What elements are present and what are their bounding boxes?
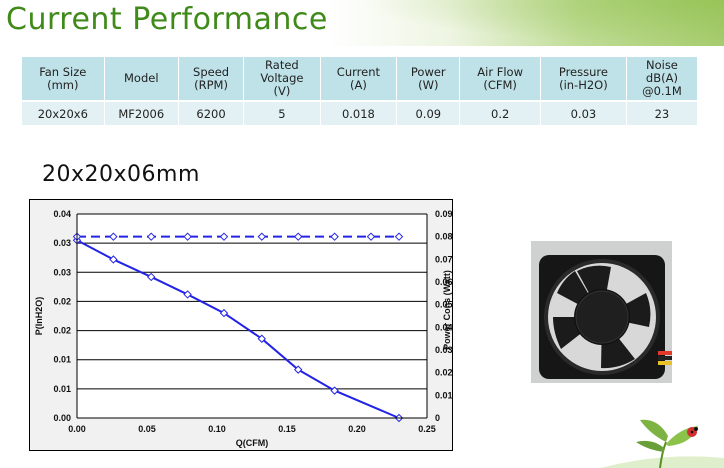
col-speed: Speed (RPM)	[178, 57, 245, 101]
y2-axis-title: Power Cons (Watt)	[442, 270, 452, 350]
x-tick-label: 0.20	[348, 424, 366, 434]
col-fan-size: Fan Size (mm)	[22, 57, 105, 101]
power-data-point	[394, 232, 404, 241]
x-tick-label: 0.25	[418, 424, 436, 434]
power-data-point	[293, 232, 303, 241]
table-row: 20x20x6 MF2006 6200 5 0.018 0.09 0.2 0.0…	[22, 100, 699, 125]
cell-speed: 6200	[178, 100, 245, 125]
col-current: Current (A)	[320, 57, 398, 101]
cell-noise: 23	[626, 100, 699, 125]
col-rated-voltage: Rated Voltage (V)	[243, 57, 321, 101]
power-data-point	[146, 232, 156, 241]
y2-tick-label: 0	[435, 413, 440, 423]
y-tick-label: 0.03	[53, 238, 71, 248]
y2-tick-label: 0.04	[435, 322, 453, 332]
y2-tick-label: 0.05	[435, 300, 453, 310]
y-tick-label: 0.02	[53, 326, 71, 336]
y2-tick-label: 0.07	[435, 254, 453, 264]
col-pressure: Pressure (in-H2O)	[540, 57, 627, 101]
col-model: Model	[104, 57, 179, 101]
pressure-data-point	[293, 365, 303, 374]
power-data-point	[366, 232, 376, 241]
fan-image	[531, 241, 672, 383]
y-axis-title: P(InH2O)	[34, 297, 44, 336]
y-tick-label: 0.03	[53, 267, 71, 277]
x-tick-label: 0.00	[68, 424, 86, 434]
x-tick-label: 0.05	[138, 424, 156, 434]
power-data-point	[109, 232, 118, 241]
header-band	[0, 0, 724, 46]
y2-tick-label: 0.02	[435, 368, 453, 378]
pressure-data-point	[330, 386, 339, 395]
y2-tick-label: 0.09	[435, 209, 453, 219]
performance-chart: 0.00 0.01 0.01 0.02 0.02 0.03 0.03 0.04 0 0.01 0.0…	[29, 199, 453, 451]
fan-size-heading: 20x20x06mm	[42, 162, 200, 187]
y2-tick-label: 0.01	[435, 390, 453, 400]
power-data-point	[330, 232, 339, 241]
cell-rated-voltage: 5	[243, 100, 321, 125]
pressure-data-point	[146, 272, 156, 282]
x-tick-label: 0.10	[208, 424, 226, 434]
y-tick-label: 0.01	[53, 355, 71, 365]
power-data-point	[219, 232, 229, 241]
cell-power: 0.09	[396, 100, 461, 125]
y2-tick-label: 0.08	[435, 232, 453, 242]
x-axis-title: Q(CFM)	[236, 438, 269, 448]
cell-pressure: 0.03	[540, 100, 627, 125]
cell-current: 0.018	[320, 100, 398, 125]
y-tick-label: 0.01	[53, 384, 71, 394]
y-tick-label: 0.00	[53, 413, 71, 423]
cell-air-flow: 0.2	[459, 100, 541, 125]
cell-model: MF2006	[104, 100, 179, 125]
specs-header-row: Fan Size (mm) Model Speed (RPM) Rated Vo…	[22, 57, 699, 101]
power-data-point	[183, 232, 192, 241]
col-noise: Noise dB(A) @0.1M	[626, 57, 699, 101]
y2-tick-label: 0.06	[435, 277, 453, 287]
plot-area	[77, 214, 427, 418]
y-tick-label: 0.02	[53, 296, 71, 306]
page-title: Current Performance	[6, 2, 328, 37]
leaf-ladybug-decoration	[600, 419, 724, 468]
col-air-flow: Air Flow (CFM)	[459, 57, 541, 101]
y-tick-label: 0.04	[53, 209, 71, 219]
col-power: Power (W)	[396, 57, 461, 101]
power-data-point	[257, 232, 267, 241]
x-tick-label: 0.15	[278, 424, 296, 434]
pressure-data-point	[109, 255, 118, 264]
performance-chart-svg: 0.00 0.01 0.01 0.02 0.02 0.03 0.03 0.04 0 0.01 0.0…	[34, 209, 453, 448]
fan-photo	[531, 241, 672, 383]
y2-tick-label: 0.03	[435, 345, 453, 355]
pressure-data-point	[183, 290, 192, 299]
specs-table: Fan Size (mm) Model Speed (RPM) Rated Vo…	[22, 57, 699, 125]
pressure-data-point	[257, 334, 267, 343]
pressure-data-point	[219, 308, 229, 318]
cell-fan-size: 20x20x6	[22, 100, 105, 125]
